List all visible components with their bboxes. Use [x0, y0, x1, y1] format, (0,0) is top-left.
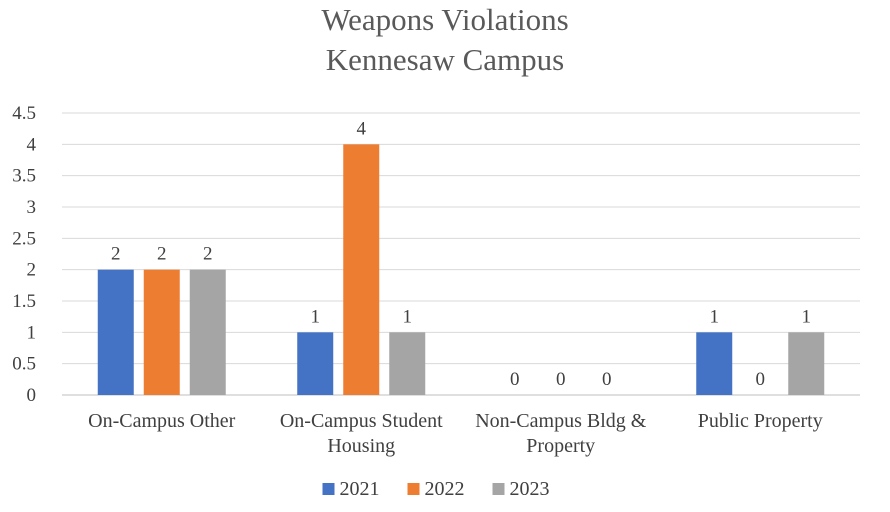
- gridlines: [62, 112, 860, 396]
- data-label-2023-cat-4: 1: [802, 306, 812, 327]
- y-tick-label: 2.5: [12, 228, 36, 249]
- category-label: Housing: [327, 435, 395, 457]
- chart-title: Weapons Violations Kennesaw Campus: [321, 2, 568, 77]
- data-labels: 2 2 2 1 4 1 0 0 0 1 0 1: [111, 118, 811, 390]
- category-label: Public Property: [698, 410, 823, 432]
- category-label: On-Campus Student: [280, 410, 443, 432]
- data-label-2022-cat-3: 0: [556, 369, 566, 390]
- data-label-2023-cat-3: 0: [602, 369, 612, 390]
- legend: 2021 2022 2023: [322, 478, 550, 500]
- bar-2022-cat-2: [343, 144, 380, 395]
- y-tick-label: 3.5: [12, 166, 36, 187]
- y-tick-label: 2: [27, 260, 37, 281]
- legend-label-2021: 2021: [340, 478, 380, 500]
- y-tick-label: 4: [27, 134, 37, 155]
- y-tick-label: 3: [27, 197, 37, 218]
- y-tick-label: 1.5: [12, 291, 36, 312]
- y-tick-label: 1: [27, 322, 37, 343]
- category-label: Non-Campus Bldg &: [475, 410, 647, 432]
- legend-swatch-2023: [492, 483, 505, 495]
- data-label-2022-cat-2: 4: [357, 118, 367, 139]
- data-label-2023-cat-2: 1: [403, 306, 413, 327]
- legend-swatch-2021: [322, 483, 335, 495]
- legend-label-2022: 2022: [425, 478, 465, 500]
- x-axis-categories: On-Campus Other On-Campus Student Housing N…: [88, 410, 823, 457]
- bar-2023-cat-4: [788, 332, 825, 395]
- bars: [97, 144, 825, 395]
- data-label-2021-cat-3: 0: [510, 369, 520, 390]
- legend-swatch-2022: [407, 483, 420, 495]
- category-label: On-Campus Other: [88, 410, 236, 432]
- data-label-2023-cat-1: 2: [203, 244, 213, 265]
- data-label-2021-cat-1: 2: [111, 244, 121, 265]
- y-tick-label: 4.5: [12, 103, 36, 124]
- bar-2023-cat-1: [189, 269, 226, 395]
- bar-2021-cat-2: [297, 332, 334, 395]
- y-axis-ticks: 0 0.5 1 1.5 2 2.5 3 3.5 4 4.5: [12, 103, 36, 406]
- data-label-2021-cat-2: 1: [311, 306, 321, 327]
- data-label-2022-cat-1: 2: [157, 244, 167, 265]
- bar-2021-cat-1: [97, 269, 134, 395]
- y-tick-label: 0.5: [12, 354, 36, 375]
- bar-2023-cat-2: [389, 332, 426, 395]
- chart-title-line-1: Weapons Violations: [321, 2, 568, 37]
- chart-title-line-2: Kennesaw Campus: [326, 42, 564, 77]
- bar-2021-cat-4: [696, 332, 733, 395]
- legend-label-2023: 2023: [510, 478, 550, 500]
- bar-2022-cat-1: [143, 269, 180, 395]
- data-label-2022-cat-4: 0: [756, 369, 766, 390]
- data-label-2021-cat-4: 1: [710, 306, 720, 327]
- category-label: Property: [526, 435, 595, 457]
- y-tick-label: 0: [27, 385, 37, 406]
